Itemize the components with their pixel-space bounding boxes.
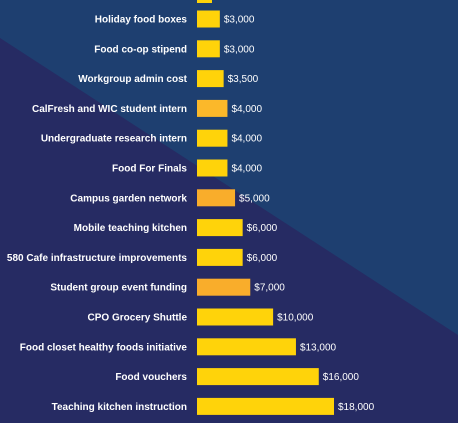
value-label: $6,000 [247,253,278,264]
bar-row: Holiday food boxes $3,000 [95,10,255,28]
bar [197,248,243,266]
value-label: $7,000 [254,283,285,294]
category-label: Campus garden network [70,193,187,204]
value-label: $4,000 [231,104,262,115]
value-label: $10,000 [277,313,314,324]
bar-row: Teaching kitchen instruction $18,000 [52,397,375,415]
bar [197,397,334,415]
category-label: Food closet healthy foods initiative [20,342,188,353]
category-label: Teaching kitchen instruction [52,402,187,413]
bar-row: Workgroup admin cost $3,500 [78,70,259,88]
category-label: Student group event funding [50,283,187,294]
bar [197,338,296,356]
category-label: Workgroup admin cost [78,74,187,85]
bar [197,308,274,326]
partial-top-bar [197,0,212,3]
value-label: $6,000 [247,223,278,234]
bar [197,278,251,296]
background-diagonal-band [0,0,458,335]
bar [197,99,228,117]
bar-partial [197,0,212,3]
bar-row: Food closet healthy foods initiative $13,… [20,338,337,356]
bar [197,70,224,88]
bar-row: CalFresh and WIC student intern $4,000 [32,99,262,117]
value-label: $3,500 [228,74,259,85]
bar-row: Food vouchers $16,000 [115,368,360,386]
bar [197,159,228,177]
category-label: CPO Grocery Shuttle [88,313,188,324]
bar-row: Food For Finals $4,000 [112,159,262,177]
category-label: Food For Finals [112,164,187,175]
value-label: $4,000 [231,164,262,175]
category-label: CalFresh and WIC student intern [32,104,187,115]
bar [197,219,243,237]
category-label: Food vouchers [115,372,187,383]
bar-row: Food co-op stipend $3,000 [94,40,255,58]
category-label: Undergraduate research intern [41,134,187,145]
bar [197,189,236,207]
bar-row: Campus garden network $5,000 [70,189,270,207]
bar-row: Mobile teaching kitchen $6,000 [74,219,278,237]
category-label: Mobile teaching kitchen [74,223,187,234]
bar-row: CPO Grocery Shuttle $10,000 [88,308,314,326]
category-label: Holiday food boxes [95,15,188,26]
category-label: Food co-op stipend [94,44,187,55]
bar [197,10,220,28]
bar-row: 580 Cafe infrastructure improvements $6,0… [7,248,278,266]
value-label: $5,000 [239,193,270,204]
bar [197,40,220,58]
bar [197,368,319,386]
bar-row: Undergraduate research intern $4,000 [41,129,262,147]
category-label: 580 Cafe infrastructure improvements [7,253,188,264]
value-label: $16,000 [323,372,360,383]
value-label: $4,000 [231,134,262,145]
value-label: $13,000 [300,342,337,353]
value-label: $18,000 [338,402,375,413]
bar-row: Student group event funding $7,000 [50,278,285,296]
value-label: $3,000 [224,15,255,26]
value-label: $3,000 [224,44,255,55]
bar [197,129,228,147]
